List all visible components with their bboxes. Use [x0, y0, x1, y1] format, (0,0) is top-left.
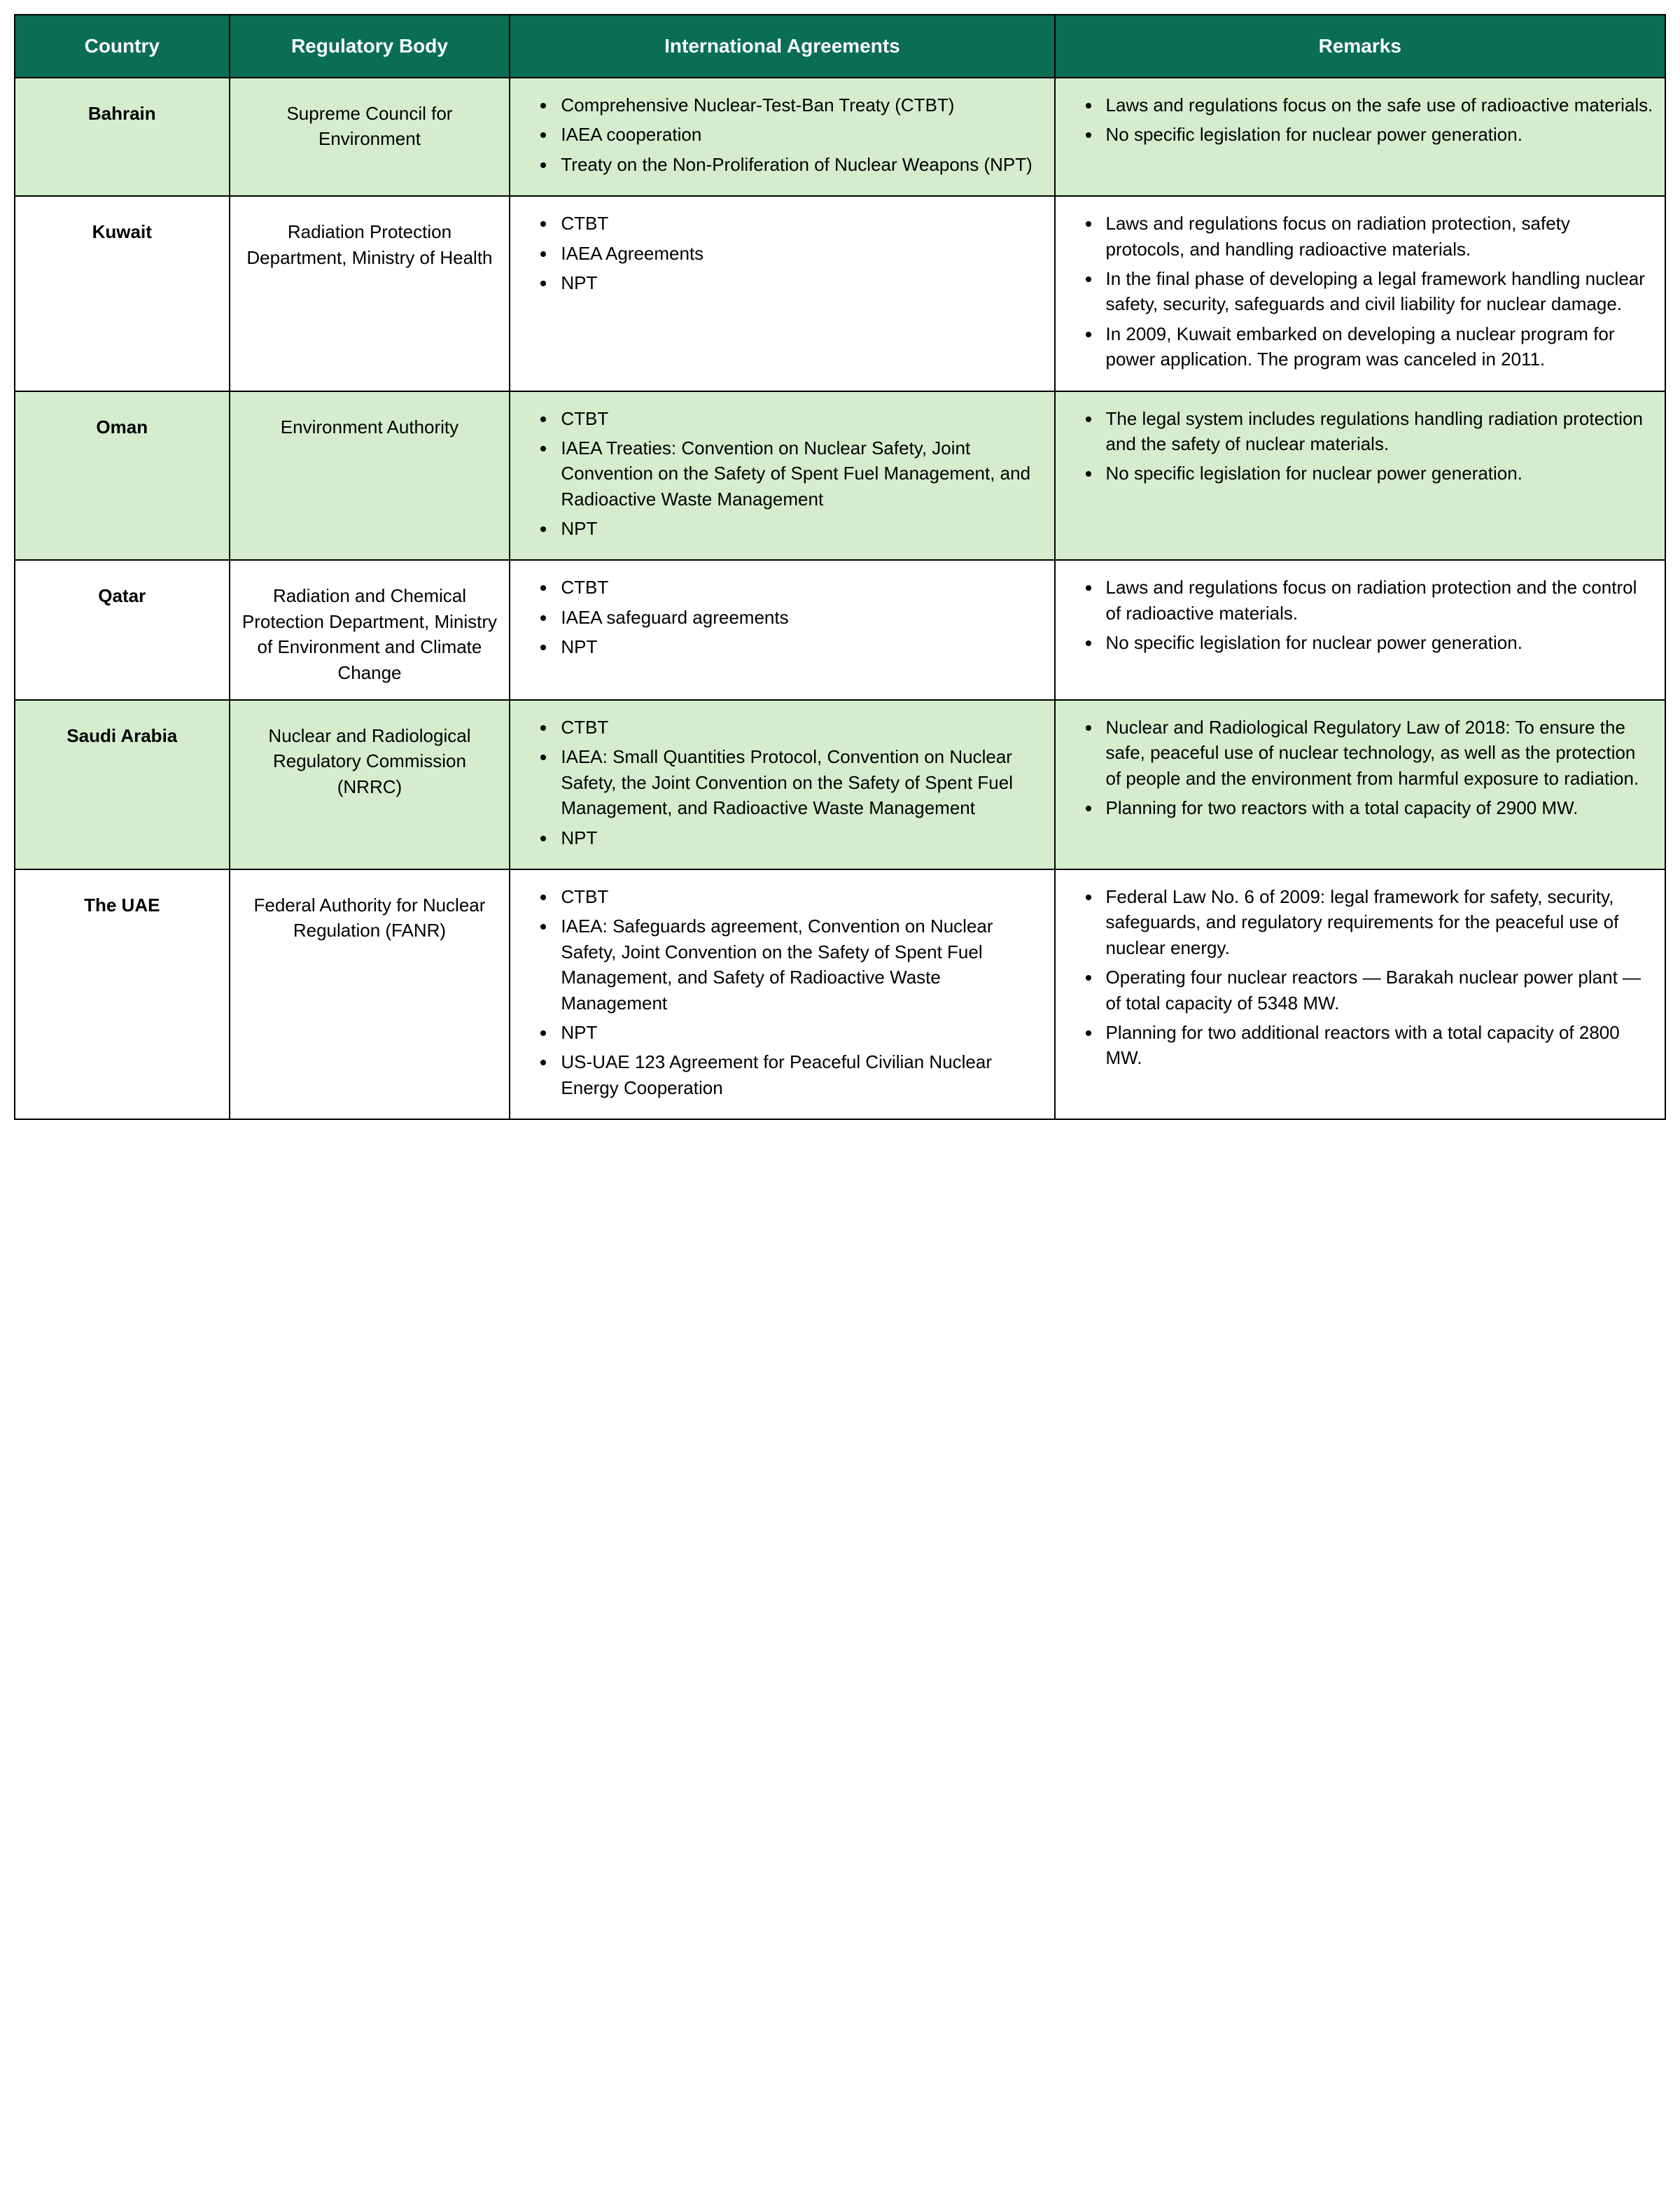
- remarks-cell: Nuclear and Radiological Regulatory Law …: [1055, 700, 1665, 869]
- remarks-list: Federal Law No. 6 of 2009: legal framewo…: [1067, 884, 1653, 1071]
- remarks-list: Nuclear and Radiological Regulatory Law …: [1067, 715, 1653, 821]
- list-item: Comprehensive Nuclear-Test-Ban Treaty (C…: [556, 92, 1042, 118]
- regulatory-body-cell: Federal Authority for Nuclear Regulation…: [230, 869, 510, 1119]
- list-item: NPT: [556, 270, 1042, 295]
- list-item: CTBT: [556, 715, 1042, 740]
- list-item: In the final phase of developing a legal…: [1102, 266, 1653, 317]
- list-item: US-UAE 123 Agreement for Peaceful Civili…: [556, 1049, 1042, 1100]
- list-item: CTBT: [556, 575, 1042, 600]
- list-item: IAEA Treaties: Convention on Nuclear Saf…: [556, 435, 1042, 512]
- agreements-list: CTBT IAEA Treaties: Convention on Nuclear…: [522, 406, 1042, 542]
- header-agreements: International Agreements: [510, 15, 1054, 78]
- list-item: CTBT: [556, 406, 1042, 431]
- country-cell: Qatar: [15, 560, 230, 700]
- table-header-row: Country Regulatory Body International Ag…: [15, 15, 1665, 78]
- list-item: Nuclear and Radiological Regulatory Law …: [1102, 715, 1653, 791]
- remarks-cell: Federal Law No. 6 of 2009: legal framewo…: [1055, 869, 1665, 1119]
- remarks-list: The legal system includes regulations ha…: [1067, 406, 1653, 486]
- list-item: IAEA: Safeguards agreement, Convention o…: [556, 913, 1042, 1016]
- list-item: IAEA Agreements: [556, 241, 1042, 266]
- list-item: IAEA cooperation: [556, 122, 1042, 147]
- regulatory-body-cell: Supreme Council for Environment: [230, 78, 510, 196]
- agreements-cell: CTBT IAEA safeguard agreements NPT: [510, 560, 1054, 700]
- header-remarks: Remarks: [1055, 15, 1665, 78]
- agreements-list: CTBT IAEA: Small Quantities Protocol, Con…: [522, 715, 1042, 850]
- list-item: Operating four nuclear reactors — Baraka…: [1102, 965, 1653, 1016]
- list-item: IAEA: Small Quantities Protocol, Convent…: [556, 744, 1042, 820]
- agreements-list: Comprehensive Nuclear-Test-Ban Treaty (C…: [522, 92, 1042, 177]
- agreements-cell: Comprehensive Nuclear-Test-Ban Treaty (C…: [510, 78, 1054, 196]
- agreements-list: CTBT IAEA: Safeguards agreement, Conventi…: [522, 884, 1042, 1100]
- list-item: The legal system includes regulations ha…: [1102, 406, 1653, 457]
- list-item: CTBT: [556, 211, 1042, 236]
- regulatory-body-cell: Radiation and Chemical Protection Depart…: [230, 560, 510, 700]
- agreements-cell: CTBT IAEA: Small Quantities Protocol, Con…: [510, 700, 1054, 869]
- list-item: In 2009, Kuwait embarked on developing a…: [1102, 321, 1653, 372]
- regulatory-body-cell: Radiation Protection Department, Ministr…: [230, 196, 510, 391]
- list-item: NPT: [556, 634, 1042, 659]
- list-item: Planning for two reactors with a total c…: [1102, 795, 1653, 820]
- agreements-list: CTBT IAEA Agreements NPT: [522, 211, 1042, 295]
- list-item: Planning for two additional reactors wit…: [1102, 1020, 1653, 1071]
- list-item: No specific legislation for nuclear powe…: [1102, 630, 1653, 655]
- table-row: Saudi ArabiaNuclear and Radiological Reg…: [15, 700, 1665, 869]
- table-row: KuwaitRadiation Protection Department, M…: [15, 196, 1665, 391]
- country-cell: Kuwait: [15, 196, 230, 391]
- list-item: No specific legislation for nuclear powe…: [1102, 461, 1653, 486]
- table-row: OmanEnvironment Authority CTBT IAEA Treati…: [15, 391, 1665, 561]
- list-item: Laws and regulations focus on radiation …: [1102, 211, 1653, 262]
- remarks-cell: Laws and regulations focus on the safe u…: [1055, 78, 1665, 196]
- table-row: BahrainSupreme Council for Environment Co…: [15, 78, 1665, 196]
- header-body: Regulatory Body: [230, 15, 510, 78]
- remarks-list: Laws and regulations focus on radiation …: [1067, 211, 1653, 372]
- table-row: The UAEFederal Authority for Nuclear Reg…: [15, 869, 1665, 1119]
- list-item: Laws and regulations focus on radiation …: [1102, 575, 1653, 626]
- list-item: CTBT: [556, 884, 1042, 909]
- country-cell: Saudi Arabia: [15, 700, 230, 869]
- list-item: NPT: [556, 825, 1042, 850]
- regulatory-body-cell: Environment Authority: [230, 391, 510, 561]
- country-cell: The UAE: [15, 869, 230, 1119]
- header-country: Country: [15, 15, 230, 78]
- agreements-cell: CTBT IAEA Agreements NPT: [510, 196, 1054, 391]
- regulatory-table: Country Regulatory Body International Ag…: [14, 14, 1666, 1120]
- list-item: NPT: [556, 1020, 1042, 1045]
- list-item: No specific legislation for nuclear powe…: [1102, 122, 1653, 147]
- country-cell: Oman: [15, 391, 230, 561]
- remarks-list: Laws and regulations focus on radiation …: [1067, 575, 1653, 655]
- remarks-cell: Laws and regulations focus on radiation …: [1055, 196, 1665, 391]
- list-item: Treaty on the Non-Proliferation of Nucle…: [556, 152, 1042, 177]
- remarks-cell: The legal system includes regulations ha…: [1055, 391, 1665, 561]
- table-row: QatarRadiation and Chemical Protection D…: [15, 560, 1665, 700]
- list-item: Laws and regulations focus on the safe u…: [1102, 92, 1653, 118]
- remarks-list: Laws and regulations focus on the safe u…: [1067, 92, 1653, 148]
- list-item: Federal Law No. 6 of 2009: legal framewo…: [1102, 884, 1653, 960]
- list-item: NPT: [556, 516, 1042, 541]
- remarks-cell: Laws and regulations focus on radiation …: [1055, 560, 1665, 700]
- list-item: IAEA safeguard agreements: [556, 605, 1042, 630]
- regulatory-body-cell: Nuclear and Radiological Regulatory Comm…: [230, 700, 510, 869]
- agreements-cell: CTBT IAEA: Safeguards agreement, Conventi…: [510, 869, 1054, 1119]
- agreements-list: CTBT IAEA safeguard agreements NPT: [522, 575, 1042, 659]
- agreements-cell: CTBT IAEA Treaties: Convention on Nuclear…: [510, 391, 1054, 561]
- country-cell: Bahrain: [15, 78, 230, 196]
